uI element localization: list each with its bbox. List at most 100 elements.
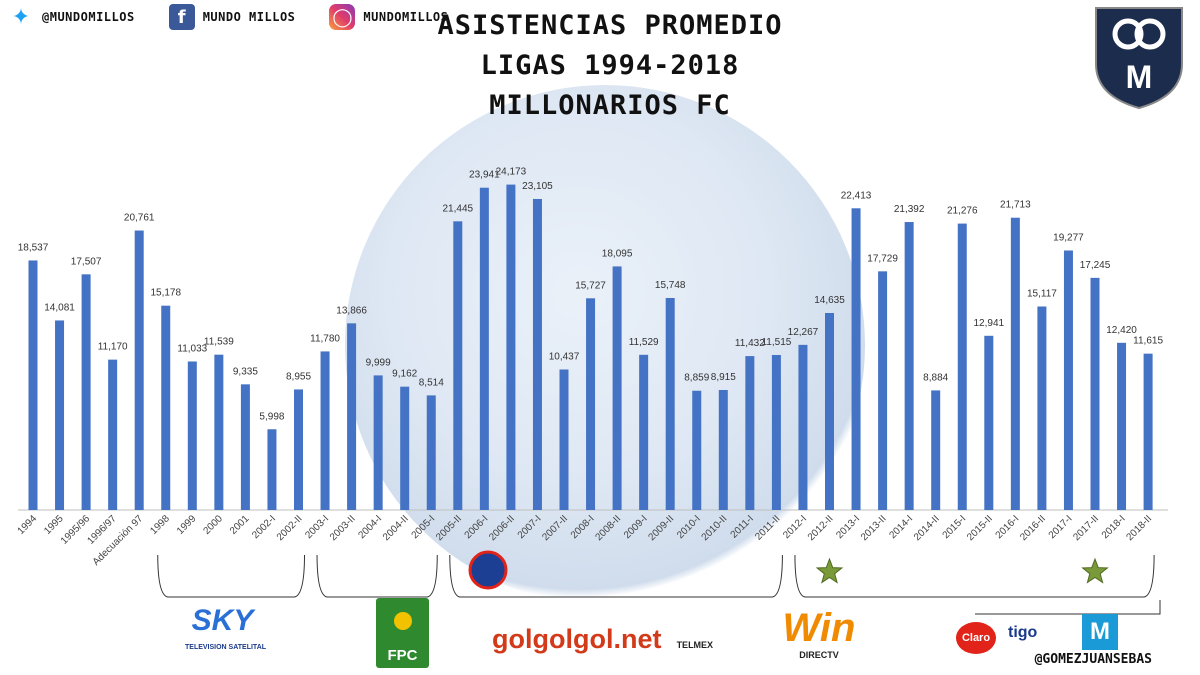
- bar-2002-I: [267, 429, 277, 510]
- bar-2013-I: [851, 208, 861, 510]
- tick-label-2018-I: 2018-I: [1100, 513, 1128, 541]
- claro-logo: Claro: [956, 622, 996, 654]
- bar-2009-II: [665, 298, 675, 510]
- bar-2013-II: [878, 271, 888, 510]
- data-label-2003-II: 13,866: [336, 305, 367, 316]
- data-label-2000: 11,539: [204, 337, 234, 348]
- chart-title: ASISTENCIAS PROMEDIO LIGAS 1994-2018 MIL…: [400, 6, 820, 126]
- title-line-2: LIGAS 1994-2018: [480, 50, 740, 81]
- golgolgol-name: golgolgol.net: [492, 624, 662, 654]
- data-label-2014-I: 21,392: [894, 204, 925, 215]
- data-label-2012-I: 12,267: [788, 327, 819, 338]
- tick-label-2015-II: 2015-II: [965, 513, 995, 543]
- era-bracket-sub: [975, 600, 1161, 615]
- bar-2006-II: [506, 184, 516, 510]
- data-label-1999: 11,033: [177, 343, 207, 354]
- data-label-2011-II: 11,515: [761, 337, 791, 348]
- data-label-1995/96: 17,507: [71, 256, 102, 267]
- bar-2011-II: [771, 354, 781, 510]
- data-label-2008-II: 18,095: [602, 248, 633, 259]
- bar-2009-I: [639, 354, 649, 510]
- data-label-2011-I: 11,432: [735, 338, 765, 349]
- millonarios-crest-logo: M: [1095, 7, 1183, 110]
- bar-2010-II: [718, 389, 728, 510]
- data-label-2013-II: 17,729: [867, 253, 898, 264]
- fpc-name: FPC: [387, 647, 418, 664]
- data-label-2009-II: 15,748: [655, 280, 686, 291]
- data-label-2004-I: 9,999: [366, 357, 391, 368]
- bar-2014-I: [904, 222, 914, 510]
- tick-label-2013-II: 2013-II: [859, 513, 889, 543]
- bar-2011-I: [745, 356, 755, 510]
- bar-2016-I: [1010, 217, 1020, 511]
- bar-2003-II: [347, 323, 357, 510]
- bar-2017-II: [1090, 277, 1100, 510]
- sky-subtitle: TELEVISION SATELITAL: [185, 644, 267, 651]
- tick-label-1995: 1995: [42, 513, 66, 537]
- data-label-2008-I: 15,727: [575, 280, 606, 291]
- win-name: Win: [782, 606, 856, 650]
- social-instagram[interactable]: ◯ MUNDOMILLOS: [329, 4, 448, 30]
- tick-label-2006-I: 2006-I: [463, 513, 491, 541]
- data-label-1994: 18,537: [18, 242, 49, 253]
- tick-label-2009-I: 2009-I: [622, 513, 650, 541]
- tick-label-2012-II: 2012-II: [806, 513, 836, 543]
- data-label-2006-II: 24,173: [496, 167, 527, 178]
- tick-label-2013-I: 2013-I: [834, 513, 862, 541]
- tick-label-2005-II: 2005-II: [434, 513, 464, 543]
- background-globe-watermark: [345, 85, 865, 605]
- data-label-2014-II: 8,884: [923, 372, 948, 383]
- facebook-icon: f: [168, 4, 195, 30]
- tick-label-2009-II: 2009-II: [647, 513, 677, 543]
- data-label-2001: 9,335: [233, 366, 258, 377]
- bar-2012-II: [825, 312, 834, 510]
- tick-label-2008-II: 2008-II: [593, 513, 623, 543]
- bar-2005-I: [426, 395, 436, 510]
- data-label-2007-I: 23,105: [522, 181, 553, 192]
- bar-2015-II: [984, 335, 994, 510]
- bar-2004-II: [400, 386, 410, 510]
- data-label-2017-I: 19,277: [1053, 233, 1084, 244]
- data-label-2015-II: 12,941: [974, 318, 1005, 329]
- tick-label-2007-I: 2007-I: [516, 513, 544, 541]
- tick-label-2003-II: 2003-II: [328, 513, 358, 543]
- tick-label-2018-II: 2018-II: [1124, 513, 1154, 543]
- tick-label-2000: 2000: [201, 513, 225, 537]
- social-facebook[interactable]: f MUNDO MILLOS: [168, 4, 296, 30]
- crest-letter: M: [1126, 59, 1153, 95]
- social-bar: ✦ @MUNDOMILLOS f MUNDO MILLOS ◯ MUNDOMIL…: [8, 4, 474, 30]
- bar-2018-II: [1143, 353, 1153, 510]
- title-line-1: ASISTENCIAS PROMEDIO: [437, 10, 783, 41]
- tick-label-1994: 1994: [16, 513, 40, 537]
- bar-2003-I: [320, 351, 330, 510]
- star-icon: [815, 557, 844, 584]
- data-label-2010-I: 8,859: [684, 373, 709, 384]
- tick-label-2006-II: 2006-II: [487, 513, 517, 543]
- twitter-icon: ✦: [11, 4, 31, 30]
- tick-label-2017-II: 2017-II: [1071, 513, 1101, 543]
- telmex-name: TELMEX: [676, 640, 714, 650]
- era-bracket-1: [157, 554, 305, 598]
- data-label-1995: 14,081: [44, 302, 75, 313]
- data-label-2007-II: 10,437: [549, 352, 580, 363]
- tick-label-2016-I: 2016-I: [994, 513, 1022, 541]
- bar-1995: [55, 320, 65, 510]
- tick-label-2010-I: 2010-I: [675, 513, 703, 541]
- data-label-2005-I: 8,514: [419, 377, 444, 388]
- twitter-handle: @MUNDOMILLOS: [42, 10, 135, 24]
- bar-1999: [187, 361, 197, 510]
- tick-label-2004-I: 2004-I: [356, 513, 384, 541]
- social-twitter[interactable]: ✦ @MUNDOMILLOS: [8, 4, 135, 30]
- data-label-2016-II: 15,117: [1027, 289, 1057, 300]
- tick-label-2015-I: 2015-I: [941, 513, 969, 541]
- tick-label-2001: 2001: [228, 513, 252, 537]
- data-label-2017-II: 17,245: [1080, 260, 1111, 271]
- tick-label-2002-I: 2002-I: [250, 513, 278, 541]
- data-label-2002-I: 5,998: [259, 411, 284, 422]
- title-line-3: MILLONARIOS FC: [489, 90, 731, 121]
- tick-label-2011-II: 2011-II: [753, 513, 782, 542]
- data-label-1998: 15,178: [150, 288, 181, 299]
- bar-2000: [214, 354, 224, 510]
- era-bracket-3: [449, 554, 783, 598]
- instagram-handle: MUNDOMILLOS: [363, 10, 449, 24]
